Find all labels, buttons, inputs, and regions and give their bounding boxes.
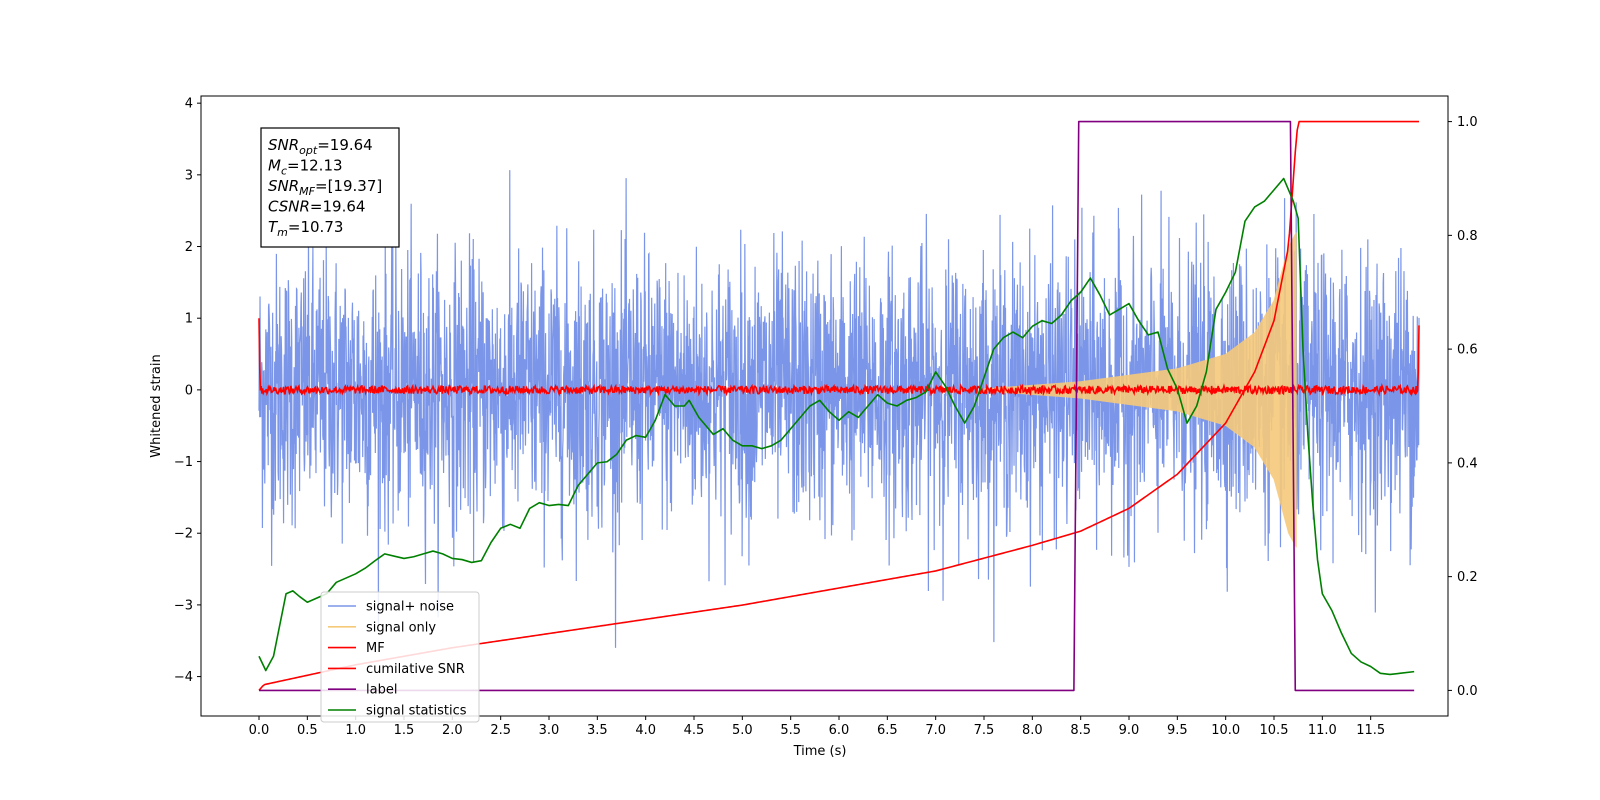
legend-entry: cumilative SNR [366,662,465,677]
x-tick-label: 1.5 [394,723,415,738]
annotation-subscript: opt [299,144,318,157]
y-tick-label: −2 [174,527,193,542]
x-tick-label: 2.0 [442,723,463,738]
annotation-value: =[19.37] [315,177,382,195]
y-axis-right: 1.0 0.8 0.6 0.4 0.2 0.0 [1448,115,1478,699]
annotation-subscript: m [277,226,288,239]
y2-tick-label: 0.0 [1457,684,1478,699]
x-tick-label: 11.5 [1356,723,1385,738]
x-tick-label: 4.5 [684,723,705,738]
x-tick-label: 3.5 [587,723,608,738]
series-signal-noise [258,170,1420,648]
annotation-line: SNRopt=19.64 [268,136,373,157]
legend-entry: signal only [366,620,436,635]
legend-entry: signal statistics [366,704,467,719]
annotation-symbol: SNR [268,177,299,195]
x-tick-label: 0.5 [297,723,318,738]
series-signal-statistics [258,177,1415,676]
annotation-subscript: MF [299,185,315,198]
annotation-symbol: SNR [268,136,299,154]
annotation-symbol: M [268,157,281,175]
y-tick-label: −4 [174,670,193,685]
annotation-value: =19.64 [310,198,366,216]
x-tick-label: 4.0 [635,723,656,738]
annotation-value: =10.73 [288,218,344,236]
annotation-box: SNRopt=19.64Mc=12.13SNRMF=[19.37]CSNR=19… [260,127,400,248]
x-tick-label: 2.5 [490,723,511,738]
y-tick-label: 0 [185,383,193,398]
annotation-symbol: T [268,218,279,236]
y2-tick-label: 0.8 [1457,229,1478,244]
y2-tick-label: 0.2 [1457,570,1478,585]
y2-tick-label: 0.4 [1457,456,1478,471]
annotation-value: =12.13 [287,157,343,175]
legend: signal+ noise signal only MF cumilative SNR… [320,591,480,723]
x-tick-label: 7.5 [974,723,995,738]
annotation-box-frame [260,127,400,248]
x-tick-label: 8.5 [1070,723,1091,738]
legend-entry: label [366,683,397,698]
series-signal-only [983,232,1297,548]
annotation-line: CSNR=19.64 [268,198,365,216]
y-axis-left: 4 3 2 1 0 −1 −2 −3 −4 [174,97,201,685]
x-tick-label: 5.5 [780,723,801,738]
x-axis: 0.0 0.5 1.0 1.5 2.0 2.5 3.0 3.5 4.0 4.5 5.0 5.5 6.0 6… [249,716,1385,738]
axes-frame [200,95,1449,717]
y-tick-label: −3 [174,598,193,613]
annotation-line: Mc=12.13 [268,157,343,178]
x-tick-label: 8.0 [1022,723,1043,738]
y-axis-label: Whitened strain [149,354,164,457]
y-tick-label: 1 [185,312,193,327]
y-tick-label: 4 [185,97,193,112]
y2-tick-label: 0.6 [1457,343,1478,358]
x-tick-label: 11.0 [1308,723,1337,738]
x-axis-label: Time (s) [793,744,847,759]
series-mf [258,318,1420,397]
x-tick-label: 6.0 [829,723,850,738]
y-tick-label: −1 [174,455,193,470]
x-tick-label: 7.0 [925,723,946,738]
annotation-line: Tm=10.73 [268,218,343,239]
y2-tick-label: 1.0 [1457,115,1478,130]
x-tick-label: 6.5 [877,723,898,738]
x-tick-label: 9.0 [1119,723,1140,738]
y-tick-label: 3 [185,168,193,183]
legend-entry: MF [366,641,385,656]
annotation-subscript: c [281,165,287,178]
annotation-value: =19.64 [317,136,373,154]
annotation-line: SNRMF=[19.37] [268,177,382,198]
x-tick-label: 10.5 [1260,723,1289,738]
y-tick-label: 2 [185,240,193,255]
legend-frame [320,591,480,723]
x-tick-label: 1.0 [345,723,366,738]
annotation-symbol: CSNR [268,198,310,216]
legend-entry: signal+ noise [366,600,454,615]
x-tick-label: 9.5 [1167,723,1188,738]
series-label [259,120,1415,692]
x-tick-label: 3.0 [539,723,560,738]
x-tick-label: 10.0 [1211,723,1240,738]
x-tick-label: 5.0 [732,723,753,738]
x-tick-label: 0.0 [249,723,270,738]
